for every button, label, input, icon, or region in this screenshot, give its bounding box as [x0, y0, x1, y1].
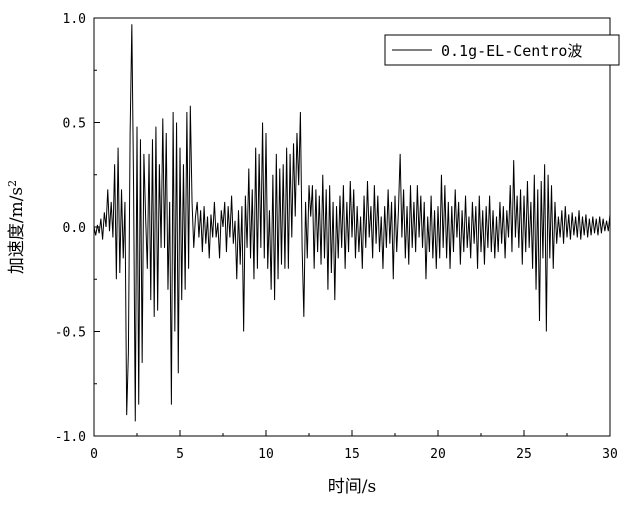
y-tick-label: 1.0	[63, 12, 86, 27]
y-axis-ticks: -1.0 -0.5 0.0 0.5 1.0	[55, 12, 100, 445]
series-line-el-centro	[93, 24, 611, 422]
x-axis-ticks: 0 5 10 15 20 25 30	[90, 430, 618, 462]
x-tick-label: 10	[258, 447, 274, 462]
y-tick-label: 0.0	[63, 221, 86, 236]
x-tick-label: 5	[176, 447, 184, 462]
x-tick-label: 15	[344, 447, 360, 462]
x-tick-label: 25	[516, 447, 532, 462]
plot-area: 0 5 10 15 20 25 30 -1.0 -0.5 0.0 0.5 1.0	[55, 12, 618, 462]
y-tick-label: -1.0	[55, 430, 86, 445]
y-axis-title-superscript: 2	[6, 180, 19, 187]
y-axis-title-main: 加速度/m/s	[7, 187, 27, 274]
legend-label: 0.1g-EL-Centro波	[441, 42, 582, 60]
x-tick-label: 20	[430, 447, 446, 462]
y-tick-label: 0.5	[63, 117, 86, 132]
legend: 0.1g-EL-Centro波	[384, 34, 620, 66]
y-tick-label: -0.5	[55, 326, 86, 341]
x-tick-label: 30	[602, 447, 618, 462]
x-axis-title: 时间/s	[328, 477, 376, 497]
x-tick-label: 0	[90, 447, 98, 462]
y-axis-title: 加速度/m/s2	[6, 180, 28, 274]
